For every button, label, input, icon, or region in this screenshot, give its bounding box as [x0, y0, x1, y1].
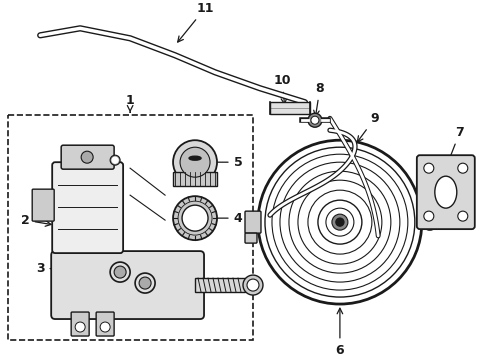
- Circle shape: [458, 163, 468, 173]
- FancyBboxPatch shape: [51, 251, 204, 319]
- Text: 4: 4: [207, 212, 243, 225]
- Circle shape: [458, 211, 468, 221]
- Circle shape: [332, 214, 348, 230]
- Circle shape: [100, 322, 110, 332]
- Text: 2: 2: [21, 213, 51, 227]
- Text: 7: 7: [447, 126, 464, 164]
- Circle shape: [311, 116, 319, 124]
- Ellipse shape: [189, 156, 201, 160]
- Bar: [270, 102, 310, 114]
- FancyBboxPatch shape: [245, 233, 257, 243]
- Bar: [195, 278, 245, 292]
- FancyBboxPatch shape: [245, 211, 261, 233]
- Circle shape: [422, 214, 438, 230]
- Circle shape: [173, 140, 217, 184]
- Circle shape: [139, 277, 151, 289]
- Text: 5: 5: [207, 156, 243, 169]
- Text: 9: 9: [357, 112, 379, 142]
- Circle shape: [112, 157, 118, 163]
- FancyBboxPatch shape: [52, 162, 123, 253]
- FancyBboxPatch shape: [417, 155, 475, 229]
- FancyBboxPatch shape: [32, 189, 54, 221]
- Circle shape: [81, 151, 93, 163]
- Circle shape: [424, 163, 434, 173]
- FancyBboxPatch shape: [71, 312, 89, 336]
- FancyBboxPatch shape: [96, 312, 114, 336]
- Text: 6: 6: [336, 308, 344, 356]
- Circle shape: [182, 205, 208, 231]
- Text: 3: 3: [36, 262, 116, 275]
- Circle shape: [110, 155, 120, 165]
- Text: 11: 11: [178, 2, 214, 42]
- Circle shape: [75, 322, 85, 332]
- Circle shape: [308, 113, 322, 127]
- Circle shape: [424, 211, 434, 221]
- FancyBboxPatch shape: [61, 145, 114, 169]
- Ellipse shape: [435, 176, 457, 208]
- Circle shape: [180, 147, 210, 177]
- Circle shape: [173, 196, 217, 240]
- Circle shape: [114, 266, 126, 278]
- Bar: [173, 172, 217, 186]
- Circle shape: [247, 279, 259, 291]
- Circle shape: [336, 218, 344, 226]
- Text: 10: 10: [273, 74, 291, 104]
- Text: 1: 1: [126, 94, 134, 112]
- Bar: [8, 115, 253, 340]
- Text: 8: 8: [314, 82, 324, 116]
- Circle shape: [243, 275, 263, 295]
